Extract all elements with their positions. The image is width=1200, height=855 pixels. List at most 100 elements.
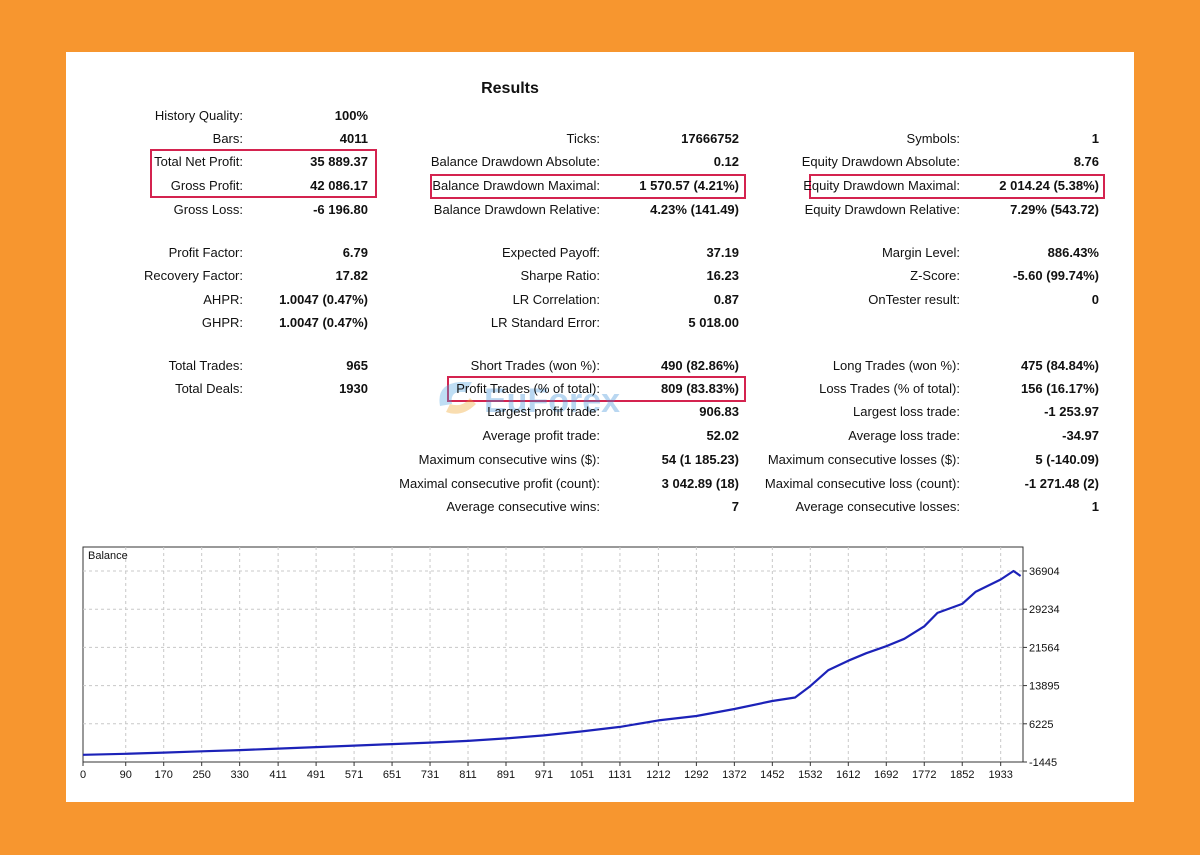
x-tick-label: 1212 <box>646 769 670 781</box>
highlight-balance-drawdown-maximal <box>430 174 746 199</box>
stat-value-maximal-consecutive-profit-count: 3 042.89 (18) <box>661 476 739 491</box>
x-tick-label: 1131 <box>608 769 632 781</box>
stat-value-average-consecutive-wins: 7 <box>731 499 739 514</box>
stat-label-gross-loss: Gross Loss: <box>173 202 243 217</box>
stat-label-equity-drawdown-relative: Equity Drawdown Relative: <box>804 202 960 217</box>
stat-value-loss-trades-of-total: 156 (16.17%) <box>1020 381 1099 396</box>
stat-value-long-trades-won: 475 (84.84%) <box>1020 358 1099 373</box>
x-tick-label: 1372 <box>722 769 746 781</box>
stat-label-maximal-consecutive-profit-count: Maximal consecutive profit (count): <box>399 476 600 491</box>
stat-label-maximal-consecutive-loss-count: Maximal consecutive loss (count): <box>764 476 960 491</box>
x-tick-label: 811 <box>459 769 477 781</box>
stat-value-recovery-factor: 17.82 <box>335 268 368 283</box>
stat-label-profit-factor: Profit Factor: <box>168 245 243 260</box>
stat-label-balance-drawdown-maximal: Balance Drawdown Maximal: <box>432 178 600 193</box>
stat-value-balance-drawdown-maximal: 1 570.57 (4.21%) <box>639 178 739 193</box>
stat-label-expected-payoff: Expected Payoff: <box>501 245 600 260</box>
stat-value-average-loss-trade: -34.97 <box>1062 428 1099 443</box>
stat-value-short-trades-won: 490 (82.86%) <box>660 358 739 373</box>
stat-value-profit-factor: 6.79 <box>342 245 368 260</box>
stat-value-average-consecutive-losses: 1 <box>1091 499 1099 514</box>
x-tick-label: 491 <box>307 769 325 781</box>
stat-label-margin-level: Margin Level: <box>881 245 960 260</box>
stat-value-gross-profit: 42 086.17 <box>310 178 368 193</box>
x-tick-label: 571 <box>345 769 363 781</box>
y-tick-label: 6225 <box>1029 719 1053 731</box>
stat-label-sharpe-ratio: Sharpe Ratio: <box>520 268 601 283</box>
stat-value-expected-payoff: 37.19 <box>706 245 739 260</box>
stat-value-equity-drawdown-relative: 7.29% (543.72) <box>1010 202 1099 217</box>
x-tick-label: 1692 <box>874 769 898 781</box>
stat-label-maximum-consecutive-wins: Maximum consecutive wins ($): <box>418 452 600 467</box>
chart-frame <box>82 546 1024 763</box>
x-tick-label: 170 <box>155 769 173 781</box>
stat-value-z-score: -5.60 (99.74%) <box>1013 268 1099 283</box>
x-tick-label: 90 <box>120 769 132 781</box>
stat-label-ontester-result: OnTester result: <box>868 292 960 307</box>
stat-label-ghpr: GHPR: <box>201 315 243 330</box>
stat-value-average-profit-trade: 52.02 <box>706 428 739 443</box>
x-tick-label: 330 <box>230 769 248 781</box>
stat-value-lr-standard-error: 5 018.00 <box>688 315 739 330</box>
stat-value-ghpr: 1.0047 (0.47%) <box>279 315 368 330</box>
stat-value-maximum-consecutive-wins: 54 (1 185.23) <box>661 452 739 467</box>
stat-label-total-deals: Total Deals: <box>175 381 243 396</box>
stat-value-margin-level: 886.43% <box>1047 245 1099 260</box>
stat-label-largest-profit-trade: Largest profit trade: <box>487 404 600 419</box>
stat-label-equity-drawdown-maximal: Equity Drawdown Maximal: <box>803 178 960 193</box>
x-tick-label: 1772 <box>912 769 936 781</box>
stat-label-average-loss-trade: Average loss trade: <box>848 428 960 443</box>
highlight-profit-trades <box>447 376 746 402</box>
stat-label-long-trades-won: Long Trades (won %): <box>832 358 960 373</box>
y-tick-label: 21564 <box>1029 642 1060 654</box>
x-tick-label: 971 <box>535 769 553 781</box>
x-tick-label: 1452 <box>760 769 784 781</box>
stat-value-ticks: 17666752 <box>681 131 739 146</box>
stat-label-maximum-consecutive-losses: Maximum consecutive losses ($): <box>767 452 960 467</box>
stat-value-ahpr: 1.0047 (0.47%) <box>279 292 368 307</box>
stat-value-history-quality: 100% <box>334 108 368 123</box>
stat-label-symbols: Symbols: <box>906 131 960 146</box>
x-tick-label: 891 <box>497 769 515 781</box>
stat-value-lr-correlation: 0.87 <box>713 292 739 307</box>
stat-label-recovery-factor: Recovery Factor: <box>144 268 243 283</box>
stat-value-symbols: 1 <box>1091 131 1099 146</box>
stat-value-sharpe-ratio: 16.23 <box>706 268 739 283</box>
x-tick-label: 250 <box>193 769 211 781</box>
stat-label-average-consecutive-losses: Average consecutive losses: <box>795 499 960 514</box>
stat-label-ticks: Ticks: <box>566 131 600 146</box>
stat-label-lr-standard-error: LR Standard Error: <box>490 315 600 330</box>
stat-label-average-profit-trade: Average profit trade: <box>482 428 600 443</box>
balance-chart-svg: 36904 29234 21564 13895 6225 -1445 0 90 170 250 33… <box>80 546 1060 781</box>
stat-value-ontester-result: 0 <box>1091 292 1099 307</box>
stat-label-history-quality: History Quality: <box>154 108 243 123</box>
stat-label-short-trades-won: Short Trades (won %): <box>470 358 600 373</box>
stat-value-maximum-consecutive-losses: 5 (-140.09) <box>1035 452 1099 467</box>
y-tick-label: 29234 <box>1029 604 1060 616</box>
x-tick-label: 1852 <box>950 769 974 781</box>
stat-label-z-score: Z-Score: <box>910 268 960 283</box>
stat-label-profit-trades-of-total: Profit Trades (% of total): <box>456 381 600 396</box>
stat-value-equity-drawdown-maximal: 2 014.24 (5.38%) <box>999 178 1099 193</box>
highlight-net-gross-profit <box>150 149 377 198</box>
stat-value-equity-drawdown-absolute: 8.76 <box>1073 154 1099 169</box>
stat-label-gross-profit: Gross Profit: <box>170 178 243 193</box>
x-tick-label: 651 <box>383 769 401 781</box>
stat-value-balance-drawdown-absolute: 0.12 <box>713 154 739 169</box>
x-tick-label: 1612 <box>836 769 860 781</box>
stat-label-ahpr: AHPR: <box>203 292 243 307</box>
stat-value-gross-loss: -6 196.80 <box>313 202 368 217</box>
x-tick-label: 1292 <box>684 769 708 781</box>
stat-label-bars: Bars: <box>212 131 243 146</box>
x-tick-label: 1532 <box>798 769 822 781</box>
balance-line <box>82 569 1022 756</box>
stat-value-balance-drawdown-relative: 4.23% (141.49) <box>650 202 739 217</box>
balance-chart: 36904 29234 21564 13895 6225 -1445 0 90 170 250 33… <box>80 545 1120 785</box>
x-tick-label: 1051 <box>570 769 594 781</box>
results-title: Results <box>481 80 539 97</box>
stat-value-largest-profit-trade: 906.83 <box>699 404 739 419</box>
stat-label-total-trades: Total Trades: <box>168 358 243 373</box>
y-tick-label: -1445 <box>1029 757 1057 769</box>
stat-label-balance-drawdown-relative: Balance Drawdown Relative: <box>433 202 600 217</box>
stat-label-largest-loss-trade: Largest loss trade: <box>853 404 960 419</box>
